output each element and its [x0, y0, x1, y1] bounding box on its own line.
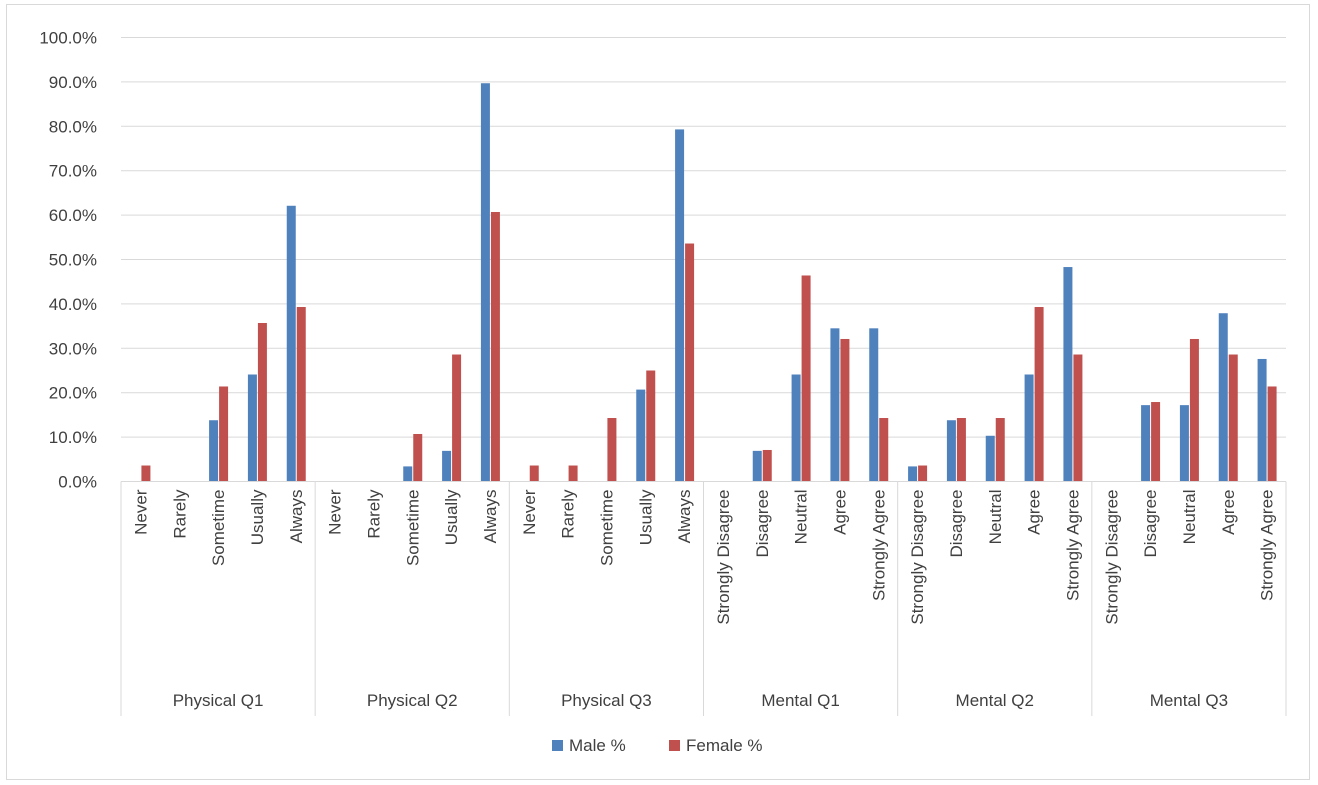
bar-female — [452, 354, 462, 482]
x-category-label: Strongly Disagree — [1102, 490, 1121, 625]
legend-label: Male % — [569, 736, 626, 755]
x-category-label: Usually — [636, 489, 655, 545]
x-category-label: Strongly Agree — [869, 490, 888, 602]
bar-female — [685, 243, 695, 482]
bar-female — [257, 322, 267, 482]
legend-label: Female % — [686, 736, 763, 755]
bar-male — [675, 129, 685, 482]
legend-swatch-male — [552, 740, 563, 751]
x-category-label: Neutral — [792, 490, 811, 545]
y-tick-label: 10.0% — [49, 428, 97, 447]
x-group-label: Physical Q3 — [561, 691, 652, 710]
y-tick-label: 40.0% — [49, 295, 97, 314]
bar-male — [1218, 313, 1228, 482]
bar-female — [840, 338, 850, 482]
bar-female — [568, 465, 578, 482]
x-category-label: Always — [675, 490, 694, 544]
x-category-label: Disagree — [1141, 490, 1160, 558]
x-category-label: Rarely — [364, 489, 383, 539]
x-group-label: Mental Q2 — [956, 691, 1034, 710]
bar-male — [1257, 358, 1267, 482]
bar-female — [879, 418, 889, 482]
y-tick-label: 80.0% — [49, 117, 97, 136]
bar-male — [946, 420, 956, 482]
bar-female — [607, 418, 617, 482]
x-category-label: Agree — [830, 490, 849, 535]
x-category-label: Strongly Agree — [1063, 490, 1082, 602]
bar-female — [1189, 338, 1199, 482]
x-group-label: Mental Q3 — [1150, 691, 1228, 710]
bar-male — [480, 83, 490, 482]
bar-female — [762, 449, 772, 482]
bar-female — [1267, 386, 1277, 482]
x-category-label: Strongly Disagree — [908, 489, 927, 624]
bar-male — [286, 205, 296, 482]
y-tick-label: 50.0% — [49, 251, 97, 270]
bar-female — [141, 465, 151, 482]
bar-female — [1034, 307, 1044, 482]
x-category-label: Strongly Agree — [1258, 490, 1277, 602]
bar-female — [956, 418, 966, 482]
bar-male — [209, 420, 219, 482]
x-category-label: Always — [287, 490, 306, 544]
bar-female — [801, 275, 811, 482]
bar-male — [869, 328, 879, 482]
x-category-label: Disagree — [947, 490, 966, 558]
x-category-label: Never — [520, 489, 539, 535]
x-category-label: Sometime — [403, 490, 422, 567]
bar-male — [985, 435, 995, 482]
bar-male — [403, 466, 413, 482]
x-category-label: Sometime — [597, 490, 616, 567]
x-category-label: Rarely — [170, 489, 189, 539]
x-category-label: Agree — [1025, 490, 1044, 535]
x-category-label: Usually — [442, 489, 461, 545]
y-tick-label: 60.0% — [49, 206, 97, 225]
bar-female — [918, 465, 928, 482]
bar-male — [442, 450, 452, 482]
x-category-label: Rarely — [559, 489, 578, 539]
y-tick-label: 30.0% — [49, 339, 97, 358]
bar-female — [1073, 354, 1083, 482]
x-category-label: Disagree — [753, 490, 772, 558]
x-category-label: Never — [326, 489, 345, 535]
y-tick-label: 0.0% — [58, 473, 97, 492]
y-tick-label: 90.0% — [49, 73, 97, 92]
x-category-label: Always — [481, 489, 500, 543]
bar-male — [830, 328, 840, 482]
x-group-label: Physical Q2 — [367, 691, 458, 710]
y-tick-label: 70.0% — [49, 162, 97, 181]
x-category-label: Agree — [1219, 490, 1238, 535]
bar-male — [1063, 267, 1073, 482]
bar-male — [752, 450, 762, 482]
bar-female — [296, 307, 306, 482]
bar-female — [1228, 354, 1238, 482]
bar-male — [636, 389, 646, 482]
x-category-label: Neutral — [986, 490, 1005, 545]
bar-female — [1151, 402, 1161, 482]
y-tick-label: 20.0% — [49, 384, 97, 403]
bar-female — [219, 386, 229, 482]
bar-female — [490, 211, 500, 482]
bar-male — [247, 374, 257, 482]
bar-female — [995, 418, 1005, 482]
bar-male — [1141, 405, 1151, 482]
x-category-label: Neutral — [1180, 490, 1199, 545]
y-tick-label: 100.0% — [39, 29, 97, 48]
legend-swatch-female — [669, 740, 680, 751]
x-category-label: Sometime — [209, 490, 228, 567]
bar-male — [791, 374, 801, 482]
x-group-label: Physical Q1 — [173, 691, 264, 710]
bar-male — [1024, 374, 1034, 482]
x-category-label: Usually — [248, 489, 267, 545]
bar-female — [413, 433, 423, 482]
bar-male — [908, 466, 918, 482]
x-category-label: Never — [131, 489, 150, 535]
bar-male — [1179, 405, 1189, 482]
x-group-label: Mental Q1 — [761, 691, 839, 710]
bar-female — [646, 370, 656, 482]
x-category-label: Strongly Disagree — [714, 490, 733, 625]
bar-female — [529, 465, 539, 482]
